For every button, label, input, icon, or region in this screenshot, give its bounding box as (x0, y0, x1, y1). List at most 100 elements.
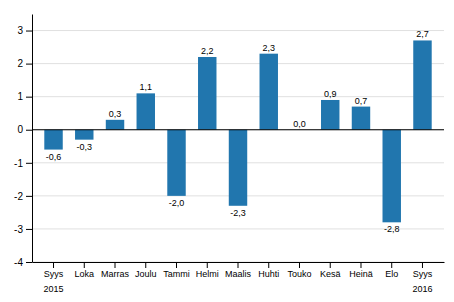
tick: 1 (17, 91, 32, 102)
tick-label: Tammi (163, 269, 190, 279)
tick-mark (145, 262, 146, 268)
bars (44, 40, 431, 222)
data-label: 0,7 (355, 96, 368, 106)
bar (321, 100, 339, 130)
data-label: 2,2 (201, 46, 214, 56)
tick: Loka (75, 262, 95, 279)
tick-mark (26, 196, 32, 197)
grid-line (32, 96, 444, 97)
tick-mark (238, 262, 239, 268)
tick-mark (360, 262, 361, 268)
y-axis: -4 -3 -2 -1 0 1 2 3 (14, 15, 32, 268)
data-label: 2,3 (262, 43, 275, 53)
bar (198, 57, 216, 130)
tick: Helmi (196, 262, 219, 279)
data-labels: -0,6-0,30,31,1-2,02,2-2,32,30,00,90,7-2,… (46, 29, 429, 234)
tick-mark (53, 262, 54, 268)
tick-label: -4 (14, 257, 23, 268)
axis-line (32, 15, 33, 263)
tick-label: -3 (14, 224, 23, 235)
annotation: 2015 (44, 284, 64, 294)
chart: -4 -3 -2 -1 0 1 2 3 Syys Loka Marras Joulu Tammi Helm… (0, 0, 454, 302)
tick-mark (268, 262, 269, 268)
plot: -4 -3 -2 -1 0 1 2 3 Syys Loka Marras Joulu Tammi Helm… (14, 15, 444, 295)
annotation: 2016 (412, 284, 432, 294)
bar (383, 130, 401, 223)
bar (229, 130, 247, 206)
tick-label: Heinä (349, 269, 373, 279)
tick: -2 (14, 191, 32, 202)
tick: Tammi (163, 262, 190, 279)
data-label: 1,1 (140, 82, 153, 92)
tick-label: Syys (413, 269, 433, 279)
tick-label: Helmi (196, 269, 219, 279)
tick-mark (422, 262, 423, 268)
tick: Touko (287, 262, 311, 279)
tick-label: -2 (14, 191, 23, 202)
tick-label: -1 (14, 158, 23, 169)
tick: Maalis (225, 262, 252, 279)
tick-mark (207, 262, 208, 268)
tick: Huhti (258, 262, 279, 279)
tick: -3 (14, 224, 32, 235)
tick: Syys (44, 262, 64, 279)
bar (75, 130, 93, 140)
tick: -1 (14, 158, 32, 169)
tick: Joulu (135, 262, 157, 279)
tick-mark (26, 130, 32, 131)
data-label: -0,3 (77, 142, 93, 152)
data-label: 0,9 (324, 89, 337, 99)
tick-label: Kesä (320, 269, 341, 279)
data-label: -2,3 (230, 208, 246, 218)
tick-mark (26, 262, 32, 263)
tick-mark (26, 64, 32, 65)
tick: -4 (14, 257, 32, 268)
bar (352, 107, 370, 130)
tick: 0 (17, 124, 32, 135)
data-label: -2,0 (169, 198, 185, 208)
tick: Elo (385, 262, 398, 279)
tick-label: Syys (44, 269, 64, 279)
tick-mark (26, 163, 32, 164)
tick-label: 3 (17, 25, 23, 36)
grid-line (32, 129, 444, 130)
bar (137, 93, 155, 129)
grid (32, 31, 444, 262)
grid-line (32, 30, 444, 31)
grid-line (32, 63, 444, 64)
x-axis: Syys Loka Marras Joulu Tammi Helmi Maalis Huhti… (33, 262, 445, 279)
tick-mark (26, 31, 32, 32)
data-label: -0,6 (46, 152, 62, 162)
data-label: 0,0 (293, 119, 306, 129)
bar (167, 130, 185, 196)
tick-mark (26, 229, 32, 230)
tick-mark (330, 262, 331, 268)
bar (260, 54, 278, 130)
tick-label: Maalis (225, 269, 252, 279)
tick-mark (84, 262, 85, 268)
data-label: -2,8 (384, 224, 400, 234)
tick: Kesä (320, 262, 341, 279)
tick-mark (176, 262, 177, 268)
zero-line (32, 129, 444, 130)
tick: Heinä (349, 262, 373, 279)
tick: 2 (17, 58, 32, 69)
tick-label: Loka (75, 269, 95, 279)
tick-mark (26, 97, 32, 98)
grid-line (32, 228, 444, 229)
tick-mark (391, 262, 392, 268)
tick: Marras (101, 262, 130, 279)
tick-label: 2 (17, 58, 23, 69)
tick-mark (115, 262, 116, 268)
tick: 3 (17, 25, 32, 36)
tick-mark (299, 262, 300, 268)
tick-label: 1 (17, 91, 23, 102)
tick-label: Huhti (258, 269, 279, 279)
bar (413, 40, 431, 129)
tick-label: Elo (385, 269, 398, 279)
tick-label: Marras (101, 269, 130, 279)
tick-label: Joulu (135, 269, 157, 279)
tick-label: 0 (17, 124, 23, 135)
bar (44, 130, 62, 150)
data-label: 2,7 (416, 29, 429, 39)
